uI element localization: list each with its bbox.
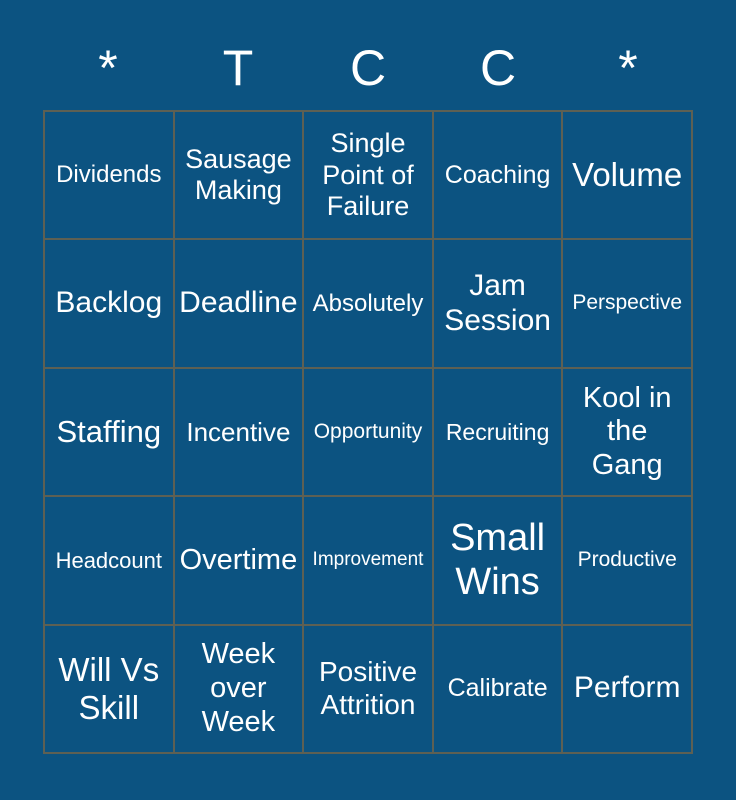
bingo-cell[interactable]: Jam Session (433, 240, 562, 367)
bingo-cell-label: Dividends (56, 161, 162, 189)
card-title-letter: * (618, 40, 638, 96)
card-title-letter: * (98, 40, 118, 96)
bingo-cell-label: Deadline (179, 286, 298, 320)
bingo-cell-label: Recruiting (445, 418, 550, 445)
bingo-cell-label: Single Point of Failure (322, 128, 414, 221)
bingo-cell[interactable]: Headcount (45, 497, 173, 624)
bingo-cell[interactable]: Small Wins (433, 497, 562, 624)
bingo-grid: Dividends Sausage Making Single Point of F… (43, 110, 693, 754)
bingo-cell-label: Productive (577, 548, 677, 572)
bingo-cell-label: Staffing (56, 414, 162, 450)
card-title-letter: C (349, 40, 387, 96)
bingo-cell-label: Coaching (444, 160, 551, 189)
bingo-cell[interactable]: Coaching (433, 112, 562, 239)
bingo-cell[interactable]: Perform (563, 625, 691, 752)
bingo-cell[interactable]: Will Vs Skill (45, 625, 173, 752)
bingo-cell-label: Perform (573, 671, 681, 705)
bingo-cell-label: Opportunity (313, 419, 423, 443)
card-title-letter: C (479, 40, 517, 96)
bingo-cell[interactable]: Backlog (45, 240, 173, 367)
bingo-cell[interactable]: Deadline (174, 240, 303, 367)
bingo-cell-label: Absolutely (312, 289, 424, 317)
bingo-cell-label: Headcount (55, 547, 162, 573)
bingo-cell-label: Perspective (572, 291, 683, 315)
bingo-cell-label: Kool in the Gang (582, 381, 672, 481)
bingo-cell-label: Overtime (179, 543, 298, 576)
bingo-cell[interactable]: Week over Week (174, 625, 303, 752)
bingo-cell[interactable]: Positive Attrition (304, 625, 432, 752)
bingo-cell[interactable]: Sausage Making (174, 112, 303, 239)
bingo-cell[interactable]: Incentive (174, 368, 303, 496)
bingo-cell[interactable]: Dividends (45, 112, 173, 239)
bingo-cell-label: Jam Session (444, 268, 551, 337)
bingo-cell-label: Incentive (186, 416, 291, 447)
bingo-cell[interactable]: Overtime (174, 497, 303, 624)
bingo-cell[interactable]: Kool in the Gang (563, 368, 691, 496)
bingo-cell[interactable]: Single Point of Failure (304, 112, 432, 239)
bingo-cell[interactable]: Absolutely (304, 240, 432, 367)
bingo-cell-label: Will Vs Skill (58, 650, 160, 726)
bingo-cell-label: Small Wins (450, 517, 546, 604)
bingo-cell-label: Volume (572, 156, 683, 194)
bingo-cell-label: Improvement (312, 549, 424, 571)
bingo-cell-label: Calibrate (447, 674, 548, 703)
bingo-cell[interactable]: Calibrate (433, 625, 562, 752)
bingo-cell[interactable]: Staffing (45, 368, 173, 496)
bingo-cell[interactable]: Recruiting (433, 368, 562, 496)
card-title: * T C C * (43, 26, 693, 110)
bingo-cell-label: Sausage Making (185, 143, 292, 206)
bingo-cell-label: Positive Attrition (318, 656, 418, 720)
bingo-cell[interactable]: Improvement (304, 497, 432, 624)
bingo-cell[interactable]: Productive (563, 497, 691, 624)
bingo-cell[interactable]: Opportunity (304, 368, 432, 496)
bingo-cell-label: Week over Week (201, 638, 276, 738)
bingo-cell[interactable]: Volume (563, 112, 691, 239)
bingo-cell[interactable]: Perspective (563, 240, 691, 367)
bingo-cell-label: Backlog (55, 286, 163, 320)
card-title-letter: T (222, 40, 254, 96)
